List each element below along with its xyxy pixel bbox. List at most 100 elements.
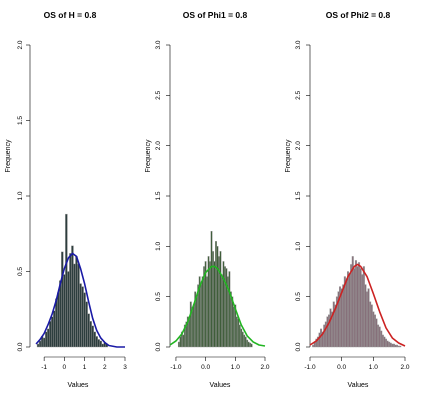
histogram-bar xyxy=(59,280,62,348)
y-axis-label: Frequency xyxy=(5,139,12,173)
histogram-bar xyxy=(192,304,195,348)
histogram-bar xyxy=(71,245,74,348)
histogram-bar xyxy=(342,284,345,348)
histogram-bar xyxy=(49,321,52,348)
histogram-bar xyxy=(243,334,246,348)
histogram-bar xyxy=(329,308,332,348)
x-axis-label: Values xyxy=(210,382,231,389)
histogram-bar xyxy=(326,316,329,348)
histogram-bar xyxy=(388,341,391,348)
histogram-bar xyxy=(372,311,375,348)
x-tick-label: -1.0 xyxy=(304,364,316,371)
histogram-bar xyxy=(244,336,247,348)
histogram-bar xyxy=(206,276,209,348)
histogram-bar xyxy=(385,338,387,348)
histogram-bar xyxy=(383,336,386,348)
x-tick-label: -1.0 xyxy=(170,364,182,371)
y-axis-label: Frequency xyxy=(285,139,292,173)
y-tick-label: 1.0 xyxy=(17,191,24,200)
histogram-panel-1: OS of H = 0.8 0.0 0.5 1.0 1.5 2.0 Frequency -1 0… xyxy=(5,10,127,389)
histogram-bar xyxy=(91,325,94,348)
histogram-bar xyxy=(358,262,361,348)
y-tick-label: 1.5 xyxy=(155,191,162,200)
y-tick-label: 2.0 xyxy=(155,141,162,150)
histogram-bar xyxy=(246,339,249,348)
histogram-bar xyxy=(249,342,252,348)
histogram-bar xyxy=(97,339,100,348)
histogram-bar xyxy=(44,331,48,348)
histogram-bar xyxy=(213,261,216,348)
histogram-bar xyxy=(216,246,219,348)
histogram-bar xyxy=(323,324,326,348)
histogram-bar xyxy=(51,316,54,348)
histogram-bar xyxy=(386,340,389,348)
histogram-bar xyxy=(340,288,343,348)
y-tick-label: 1.5 xyxy=(295,191,302,200)
panel-title: OS of Phi1 = 0.8 xyxy=(183,10,248,20)
histogram-bar xyxy=(77,263,80,348)
histogram-bar xyxy=(348,274,351,348)
histogram-bar xyxy=(378,326,381,348)
histogram-bar xyxy=(367,288,370,348)
histogram-bar xyxy=(312,344,315,348)
histogram-bar xyxy=(225,268,228,348)
histogram-bar xyxy=(215,241,217,348)
x-tick-label: 0.0 xyxy=(201,364,210,371)
density-curve xyxy=(35,252,125,348)
histogram-bar xyxy=(380,330,383,348)
histogram-bar xyxy=(324,321,327,348)
density-curve xyxy=(309,263,406,347)
histogram-bar xyxy=(195,296,198,348)
histogram-bar xyxy=(228,271,231,348)
histogram-bar xyxy=(69,253,72,348)
histogram-bar xyxy=(320,328,323,348)
histogram-bar xyxy=(42,337,46,348)
histogram-bar xyxy=(93,331,96,348)
panel-title: OS of Phi2 = 0.8 xyxy=(326,10,391,20)
histogram-bar xyxy=(375,318,378,348)
histogram-bar xyxy=(370,304,373,348)
histogram-bar xyxy=(353,268,356,348)
histogram-panel-3: OS of Phi2 = 0.8 0.0 0.5 1.0 1.5 2.0 2.5 3.0 Fre… xyxy=(285,10,410,389)
histogram-bar xyxy=(235,316,238,348)
histogram-bar xyxy=(36,343,40,348)
histogram-bar xyxy=(65,213,68,348)
y-tick-label: 2.5 xyxy=(155,90,162,99)
y-tick-label: 2.5 xyxy=(295,90,302,99)
histogram-bar xyxy=(318,332,321,348)
histogram-bar xyxy=(345,278,348,348)
histogram-bar xyxy=(238,324,241,348)
histogram-bar xyxy=(237,318,240,348)
histogram-bar xyxy=(73,263,76,348)
y-tick-label: 1.0 xyxy=(155,241,162,250)
histogram-bar xyxy=(189,301,192,348)
histogram-bar xyxy=(229,291,232,348)
y-tick-label: 0.0 xyxy=(17,342,24,351)
histogram-bar xyxy=(332,301,335,348)
histogram-bar xyxy=(362,266,365,348)
histogram-bar xyxy=(241,331,244,348)
histogram-bar xyxy=(87,313,90,348)
histogram-bar xyxy=(347,271,349,348)
histogram-bar xyxy=(55,298,58,348)
histogram-bar xyxy=(182,334,185,348)
x-tick-label: 1.0 xyxy=(369,364,378,371)
x-axis-label: Values xyxy=(348,382,369,389)
x-tick-label: 3 xyxy=(123,364,127,371)
histogram-bar xyxy=(75,256,78,348)
histogram-bar xyxy=(328,314,330,348)
histogram-bar xyxy=(361,274,364,348)
histogram-bar xyxy=(95,336,98,348)
histogram-bar xyxy=(222,261,225,348)
x-tick-label: 2.0 xyxy=(400,364,409,371)
histogram-bar xyxy=(101,343,104,348)
histogram-bar xyxy=(61,251,64,348)
histogram-bar xyxy=(53,310,56,348)
histogram-bar xyxy=(350,264,353,348)
histogram-bar xyxy=(356,266,359,348)
x-tick-label: 0.0 xyxy=(337,364,346,371)
histogram-bar xyxy=(240,328,243,348)
histogram-bar xyxy=(396,344,399,348)
